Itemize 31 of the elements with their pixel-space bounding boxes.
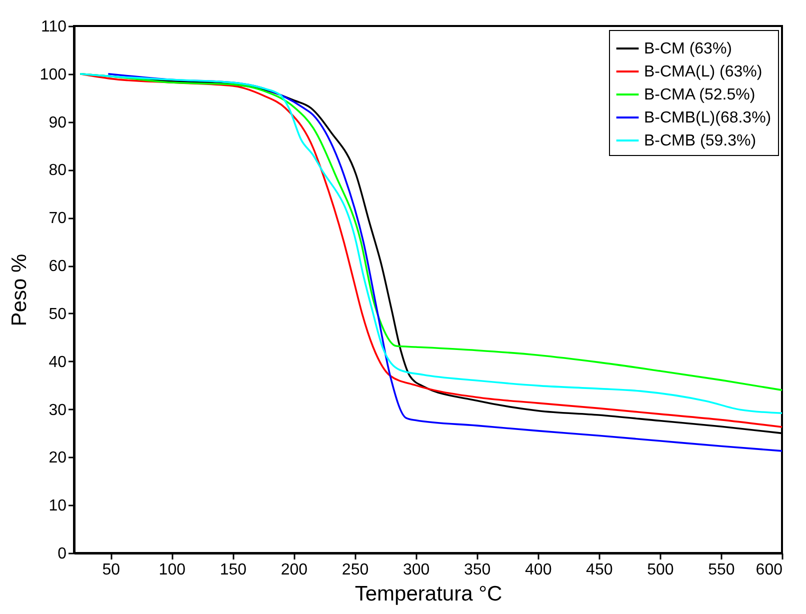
legend-label: B-CMB(L)(68.3%) (644, 110, 772, 126)
y-tick-label: 60 (48, 258, 67, 276)
y-tick-label: 70 (48, 210, 67, 228)
x-axis-title: Temperatura °C (354, 582, 502, 606)
legend-label: B-CM (63%) (644, 40, 732, 58)
x-tick-label: 450 (586, 562, 613, 578)
x-tick-label: 100 (158, 562, 186, 578)
x-tick-label: 550 (708, 562, 735, 578)
x-tick-label: 350 (464, 562, 491, 578)
y-tick-label: 40 (48, 354, 67, 371)
x-tick-label: 150 (220, 562, 247, 578)
x-tick-label: 400 (525, 562, 552, 578)
y-tick-label: 80 (48, 162, 67, 180)
y-tick-label: 30 (48, 402, 67, 419)
y-tick-label: 100 (40, 66, 67, 84)
y-tick-label: 10 (48, 498, 67, 515)
y-tick-label: 110 (40, 18, 67, 36)
legend-label: B-CMB (59.3%) (644, 132, 756, 150)
legend-label: B-CMA (52.5%) (644, 86, 756, 104)
y-tick-label: 0 (58, 546, 67, 562)
x-tick-label: 200 (280, 562, 308, 578)
x-tick-label: 300 (402, 562, 430, 578)
x-tick-label: 50 (102, 562, 120, 578)
x-tick-label: 500 (647, 562, 674, 578)
x-tick-label: 250 (342, 562, 369, 578)
y-tick-label: 50 (48, 306, 67, 323)
y-tick-label: 90 (48, 114, 67, 132)
x-tick-label: 600 (756, 562, 783, 578)
legend-label: B-CMA(L) (63%) (644, 64, 762, 80)
y-tick-label: 20 (48, 450, 67, 467)
y-axis-title: Peso % (8, 254, 31, 326)
